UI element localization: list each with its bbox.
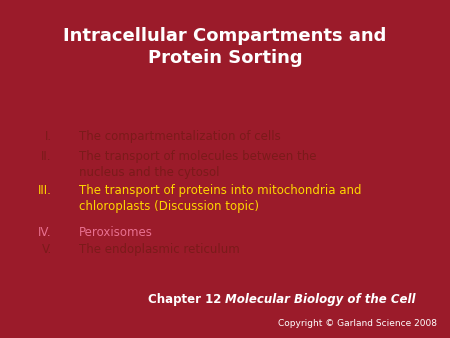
Text: II.: II. — [41, 150, 52, 163]
Text: Intracellular Compartments and
Protein Sorting: Intracellular Compartments and Protein S… — [63, 27, 387, 67]
Text: Peroxisomes: Peroxisomes — [79, 226, 153, 239]
Text: III.: III. — [38, 184, 52, 197]
Text: I.: I. — [45, 130, 52, 143]
Text: The endoplasmic reticulum: The endoplasmic reticulum — [79, 243, 239, 256]
Text: Chapter 12: Chapter 12 — [148, 293, 225, 306]
Text: The compartmentalization of cells: The compartmentalization of cells — [79, 130, 280, 143]
Text: IV.: IV. — [38, 226, 52, 239]
Text: V.: V. — [41, 243, 52, 256]
Text: The transport of molecules between the
nucleus and the cytosol: The transport of molecules between the n… — [79, 150, 316, 179]
Text: Copyright © Garland Science 2008: Copyright © Garland Science 2008 — [278, 319, 436, 328]
Text: Molecular Biology of the Cell: Molecular Biology of the Cell — [225, 293, 415, 306]
Text: The transport of proteins into mitochondria and
chloroplasts (Discussion topic): The transport of proteins into mitochond… — [79, 184, 361, 213]
